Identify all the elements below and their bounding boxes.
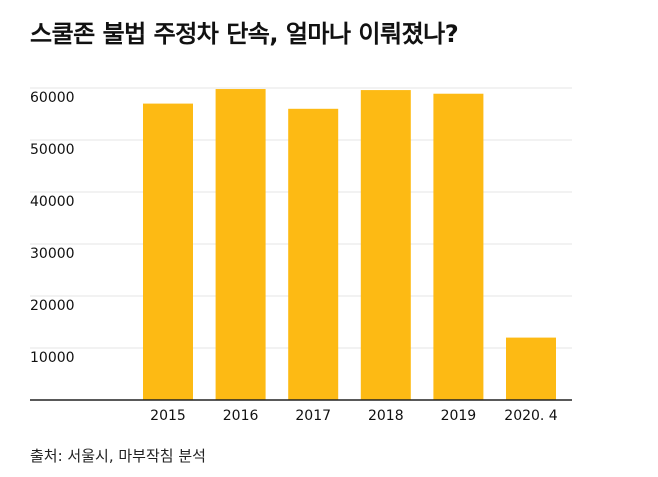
bar-0 [143, 103, 193, 400]
y-tick-label: 30000 [30, 246, 75, 262]
bar-2 [288, 108, 339, 401]
y-tick-label: 50000 [30, 142, 75, 158]
x-tick-label: 2020. 4 [504, 408, 558, 424]
x-tick-label: 2018 [368, 408, 404, 424]
bar-3 [360, 90, 411, 400]
y-tick-label: 60000 [30, 90, 75, 106]
bars [143, 89, 556, 401]
x-tick-label: 2016 [223, 408, 259, 424]
source-note: 출처: 서울시, 마부작침 분석 [30, 447, 206, 465]
y-axis-ticks: 10000 20000 30000 40000 50000 60000 [30, 90, 75, 366]
x-axis-ticks: 2015 2016 2017 2018 2019 2020. 4 [150, 408, 558, 424]
y-tick-label: 40000 [30, 194, 75, 210]
chart-title: 스쿨존 불법 주정차 단속, 얼마나 이뤄졌나? [30, 20, 459, 48]
y-tick-label: 10000 [30, 350, 75, 366]
x-tick-label: 2017 [295, 408, 331, 424]
bar-5 [506, 337, 556, 400]
bar-1 [215, 89, 266, 400]
bar-4 [433, 93, 484, 400]
x-tick-label: 2019 [441, 408, 477, 424]
y-tick-label: 20000 [30, 298, 75, 314]
x-tick-label: 2015 [150, 408, 186, 424]
